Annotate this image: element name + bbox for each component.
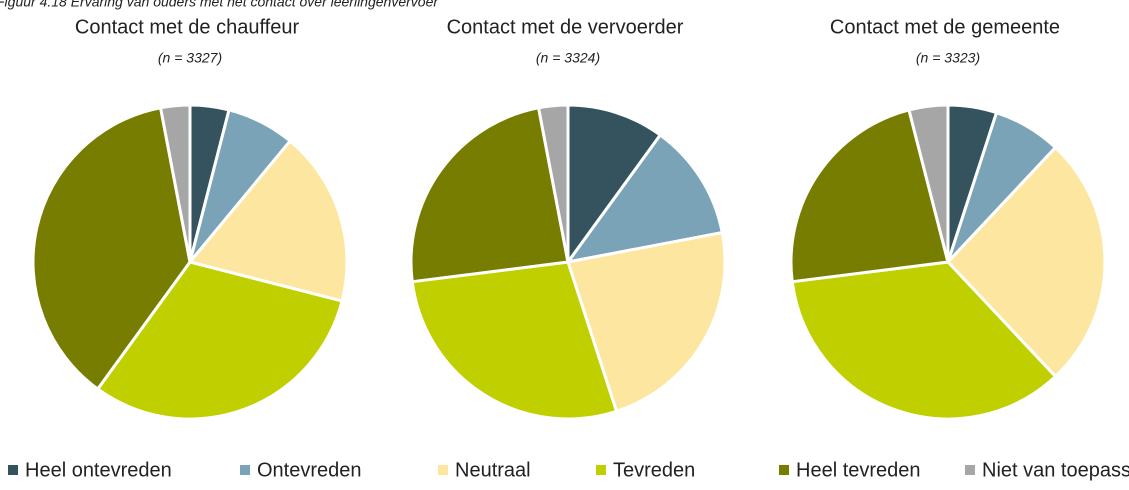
chart-subtitle: (n = 3327) xyxy=(158,50,222,66)
legend-label: Tevreden xyxy=(613,459,695,481)
pie-slice xyxy=(188,139,349,303)
legend-label: Heel ontevreden xyxy=(25,459,172,481)
pie-slice xyxy=(907,103,950,264)
legend-swatch xyxy=(438,465,448,475)
legend-swatch xyxy=(965,465,975,475)
chart-title: Contact met de chauffeur xyxy=(75,16,300,38)
pie-slice xyxy=(410,260,619,421)
pie-slice xyxy=(946,146,1107,378)
legend-label: Heel tevreden xyxy=(796,459,921,481)
pie-slice xyxy=(31,106,192,391)
chart-subtitle: (n = 3324) xyxy=(536,50,600,66)
legend-swatch xyxy=(779,465,789,475)
legend-swatch xyxy=(240,465,250,475)
pie-slice xyxy=(789,108,950,284)
legend-label: Ontevreden xyxy=(257,459,362,481)
pie-slice xyxy=(790,260,1057,421)
chart-title: Contact met de vervoerder xyxy=(447,16,684,38)
pie-slice xyxy=(566,231,727,413)
legend-label: Neutraal xyxy=(455,459,531,481)
pie-slice xyxy=(537,103,570,264)
pie-slice xyxy=(96,260,344,421)
legend-swatch xyxy=(8,465,18,475)
pie-slice xyxy=(409,106,570,284)
legend-label: Niet van toepassing xyxy=(982,459,1129,481)
chart-title: Contact met de gemeente xyxy=(830,16,1060,38)
pie-slice xyxy=(566,103,662,264)
legend-swatch xyxy=(596,465,606,475)
pie-slice xyxy=(159,103,192,264)
chart-subtitle: (n = 3323) xyxy=(916,50,980,66)
caption: Figuur 4.18 Ervaring van ouders met het … xyxy=(0,0,439,10)
pie-slice xyxy=(566,133,724,264)
